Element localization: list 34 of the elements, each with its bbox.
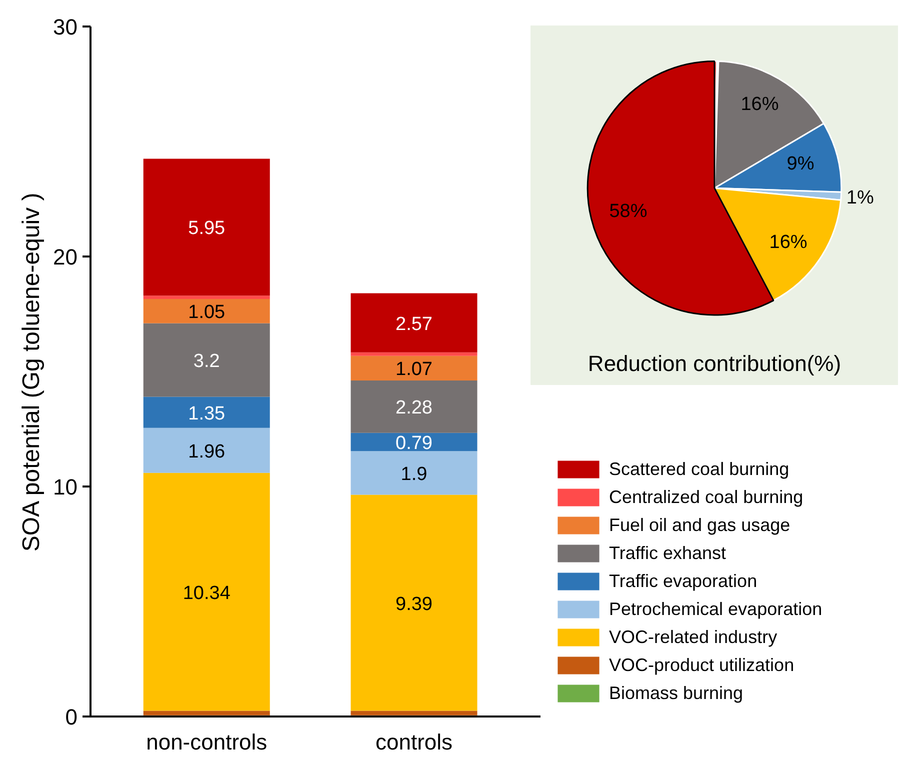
- data-label: 3.2: [193, 351, 220, 372]
- data-label: 0.79: [396, 432, 432, 454]
- data-label: 1.9: [400, 464, 428, 485]
- legend-label: Traffic exhanst: [609, 542, 726, 564]
- data-label: 9%: [786, 153, 814, 174]
- text: Reduction contribution(%): [588, 350, 842, 376]
- y-tick-label: 20: [53, 244, 78, 270]
- data-label: 1.05: [188, 302, 226, 324]
- legend-label: Scattered coal burning: [609, 458, 790, 480]
- data-label: 5.95: [188, 218, 226, 240]
- y-tick-label: 0: [65, 704, 78, 730]
- x-tick-label: controls: [375, 730, 453, 754]
- data-label: 2.57: [396, 314, 432, 335]
- y-tick-label: 30: [53, 14, 78, 40]
- data-label: 1.35: [188, 403, 226, 424]
- x-tick-label: non-controls: [146, 730, 268, 754]
- y-tick-label: 10: [53, 474, 78, 500]
- data-label: 58%: [609, 200, 648, 222]
- legend-label: Petrochemical evaporation: [609, 598, 822, 620]
- legend-label: Biomass burning: [609, 682, 744, 704]
- legend-label: Fuel oil and gas usage: [609, 514, 790, 536]
- legend-label: VOC-product utilization: [609, 654, 794, 676]
- legend-label: Centralized coal burning: [609, 486, 804, 508]
- legend-label: Traffic evaporation: [609, 570, 758, 592]
- data-label: 16%: [769, 232, 808, 253]
- data-label: 10.34: [182, 582, 231, 604]
- data-label: 16%: [740, 94, 779, 115]
- y-axis-title: SOA potential (Gg toluene-equiv ): [18, 192, 46, 552]
- data-label: 1.96: [188, 441, 226, 462]
- data-label: 1.07: [396, 359, 432, 380]
- data-label: 9.39: [396, 594, 432, 615]
- data-label: 2.28: [396, 398, 432, 419]
- legend-label: VOC-related industry: [609, 626, 778, 648]
- data-label: 1%: [846, 188, 874, 209]
